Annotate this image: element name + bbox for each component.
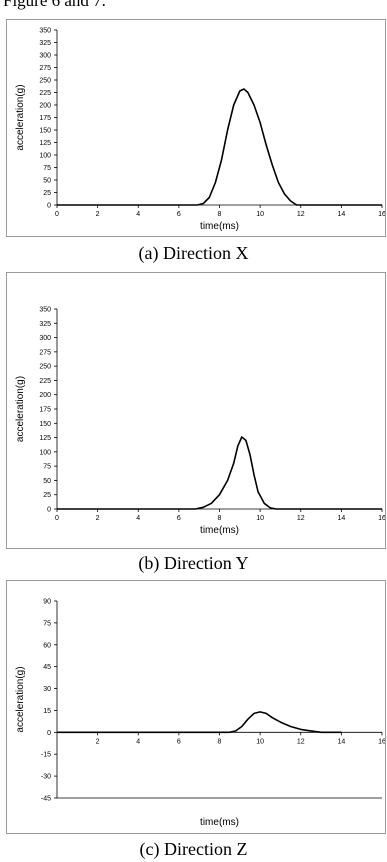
x-axis-label: time(ms)	[200, 525, 239, 536]
x-tick-label: 4	[136, 515, 140, 522]
y-tick-label: 175	[39, 115, 51, 122]
x-tick-label: 2	[96, 738, 100, 745]
x-tick-label: 10	[256, 515, 264, 522]
y-tick-label: 275	[39, 65, 51, 72]
y-tick-label: 200	[39, 103, 51, 110]
x-tick-label: 10	[256, 738, 264, 745]
x-tick-label: 14	[337, 515, 345, 522]
y-tick-label: 225	[39, 378, 51, 385]
y-tick-label: -45	[41, 796, 51, 803]
y-tick-label: 350	[39, 28, 51, 35]
chart-panel-z: -45 -30 -15 0 15 30 45 60 75 90 2 4 6 8 10 12 14 16 time(m…	[6, 580, 386, 834]
y-tick-label: 125	[39, 435, 51, 442]
y-tick-label: 325	[39, 40, 51, 47]
x-tick-label: 6	[177, 211, 181, 218]
chart-direction-y: 0255075100125150175200225250275300325350…	[15, 307, 385, 537]
x-tick-label: 10	[256, 211, 264, 218]
x-tick-label: 14	[337, 211, 345, 218]
x-tick-label: 4	[136, 738, 140, 745]
y-tick-label: 0	[47, 730, 51, 737]
acceleration-series-line	[57, 436, 382, 510]
x-tick-label: 12	[297, 738, 305, 745]
y-axis-label: acceleration(g)	[15, 84, 26, 150]
caption-direction-y: (b) Direction Y	[138, 553, 249, 573]
x-tick-label: 12	[297, 515, 305, 522]
x-tick-label: 6	[177, 515, 181, 522]
y-tick-label: -15	[41, 752, 51, 759]
x-tick-label: 16	[378, 211, 385, 218]
intro-text-fragment: Figure 6 and 7.	[3, 0, 106, 10]
x-tick-label: 2	[96, 211, 100, 218]
x-tick-label: 8	[218, 515, 222, 522]
chart-panel-x: 0 25 50 75 100 125 150 175 200 225 250 275 300 325 350…	[6, 19, 386, 237]
acceleration-series-line	[57, 88, 382, 206]
y-tick-label: 300	[39, 335, 51, 342]
y-tick-label: 0	[47, 507, 51, 514]
chart-panel-y: 0 25 50 75 100 125 150 175 200 225 250 275 300 325 350…	[6, 272, 386, 549]
caption-direction-x: (a) Direction X	[138, 243, 249, 263]
y-axis-label: acceleration(g)	[15, 666, 26, 732]
x-tick-label: 8	[218, 211, 222, 218]
y-tick-label: 45	[43, 664, 51, 671]
y-tick-label: 50	[43, 178, 51, 185]
y-tick-label: 75	[43, 165, 51, 172]
x-tick-label: 16	[378, 738, 385, 745]
x-tick-label: 2	[96, 515, 100, 522]
x-tick-label: 8	[218, 738, 222, 745]
y-tick-label: 75	[43, 620, 51, 627]
caption-direction-z: (c) Direction Z	[139, 839, 248, 859]
y-tick-label: 175	[39, 407, 51, 414]
x-axis-label: time(ms)	[200, 221, 239, 232]
y-tick-label: 0	[47, 203, 51, 210]
y-tick-label: 100	[39, 153, 51, 160]
y-tick-label: 250	[39, 78, 51, 85]
y-tick-label: 200	[39, 392, 51, 399]
x-tick-label: 0	[55, 211, 59, 218]
x-tick-label: 12	[297, 211, 305, 218]
y-axis-label: acceleration(g)	[15, 376, 26, 442]
y-tick-label: 100	[39, 449, 51, 456]
x-tick-label: 0	[55, 515, 59, 522]
y-tick-label: -30	[41, 774, 51, 781]
y-tick-label: 350	[39, 307, 51, 314]
y-tick-label: 30	[43, 686, 51, 693]
y-tick-label: 75	[43, 464, 51, 471]
chart-direction-z: -45 -30 -15 0 15 30 45 60 75 90 2 4 6 8 10 12 14 16 time(m…	[15, 599, 385, 829]
y-tick-label: 25	[43, 190, 51, 197]
y-tick-label: 275	[39, 349, 51, 356]
y-tick-label: 60	[43, 642, 51, 649]
x-tick-label: 14	[337, 738, 345, 745]
y-tick-label: 225	[39, 90, 51, 97]
x-tick-label: 4	[136, 211, 140, 218]
y-tick-label: 125	[39, 140, 51, 147]
y-tick-label: 325	[39, 321, 51, 328]
x-tick-label: 16	[378, 515, 385, 522]
y-tick-label: 50	[43, 478, 51, 485]
y-tick-label: 15	[43, 708, 51, 715]
x-tick-label: 6	[177, 738, 181, 745]
y-tick-label: 250	[39, 364, 51, 371]
y-tick-label: 300	[39, 53, 51, 60]
y-tick-label: 25	[43, 492, 51, 499]
y-tick-label: 150	[39, 421, 51, 428]
acceleration-series-line	[57, 711, 342, 734]
y-tick-label: 150	[39, 128, 51, 135]
x-axis-label: time(ms)	[200, 817, 239, 828]
y-tick-label: 90	[43, 599, 51, 606]
chart-direction-x: 0255075100125150175200225250275300325350…	[15, 28, 385, 233]
